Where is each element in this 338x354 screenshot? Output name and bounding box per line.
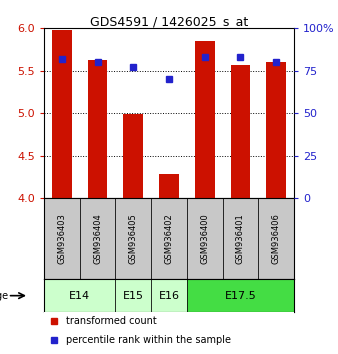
Text: GSM936400: GSM936400 [200,213,209,264]
Bar [151,279,187,313]
Bar [187,198,223,279]
Bar [195,41,215,198]
Bar [115,198,151,279]
Text: GSM936406: GSM936406 [272,213,281,264]
Text: GSM936403: GSM936403 [57,213,66,264]
Text: E16: E16 [159,291,179,301]
Text: GSM936404: GSM936404 [93,213,102,264]
Bar [88,60,107,198]
Text: percentile rank within the sample: percentile rank within the sample [67,335,232,345]
Bar [187,279,294,313]
Bar [159,174,179,198]
Text: GSM936402: GSM936402 [165,213,173,264]
Bar [44,279,115,313]
Bar [123,114,143,198]
Text: E15: E15 [123,291,144,301]
Text: E14: E14 [69,291,90,301]
Text: age: age [0,291,9,301]
Text: GSM936405: GSM936405 [129,213,138,264]
Bar [44,198,80,279]
Bar [151,198,187,279]
Bar [223,198,258,279]
Bar [258,198,294,279]
Text: transformed count: transformed count [67,316,157,326]
Bar [266,62,286,198]
Bar [115,279,151,313]
Bar [52,30,72,198]
Bar [231,65,250,198]
Bar [80,198,115,279]
Text: E17.5: E17.5 [224,291,256,301]
Title: GDS4591 / 1426025_s_at: GDS4591 / 1426025_s_at [90,15,248,28]
Text: GSM936401: GSM936401 [236,213,245,264]
